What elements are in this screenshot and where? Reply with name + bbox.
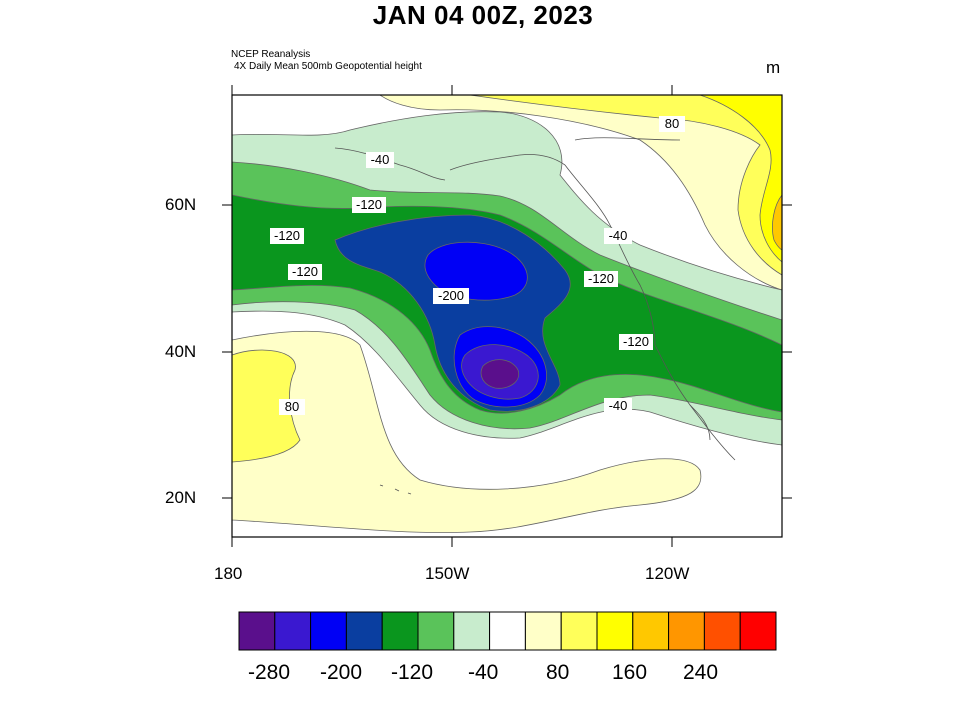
lat-label-40n: 40N bbox=[165, 342, 197, 361]
colorbar-tick-label: -280 bbox=[248, 661, 291, 684]
colorbar-cell bbox=[238, 611, 276, 651]
chart-title: JAN 04 00Z, 2023 bbox=[372, 0, 594, 30]
contour-label: -40 bbox=[371, 152, 390, 167]
contour-label: -120 bbox=[274, 228, 300, 243]
axis-ticks bbox=[222, 85, 792, 547]
variable-label: 4X Daily Mean 500mb Geopotential height bbox=[234, 61, 422, 72]
colorbar-tick-label: 240 bbox=[683, 661, 719, 684]
colorbar-cell bbox=[453, 611, 491, 651]
colorbar-cell bbox=[703, 611, 741, 651]
contour-label: 80 bbox=[285, 399, 299, 414]
negative-anomaly-200-north bbox=[424, 241, 528, 301]
contour-label-group: -40 -120 -120 -120 -200 -120 -40 -120 -4… bbox=[270, 116, 685, 415]
contour-label: -120 bbox=[588, 271, 614, 286]
lon-label-150w: 150W bbox=[425, 564, 470, 583]
lat-label-20n: 20N bbox=[165, 488, 197, 507]
contour-label: -40 bbox=[609, 228, 628, 243]
colorbar-cell bbox=[345, 611, 383, 651]
units-label: m bbox=[766, 58, 781, 77]
positive-anomaly-northeast bbox=[379, 95, 782, 291]
lat-label-60n: 60N bbox=[165, 195, 197, 214]
lon-label-180: 180 bbox=[214, 564, 243, 583]
contour-label: -120 bbox=[623, 334, 649, 349]
lon-label-120w: 120W bbox=[645, 564, 690, 583]
colorbar-cell bbox=[560, 611, 598, 651]
positive-anomaly-south bbox=[232, 330, 702, 533]
contour-label: -40 bbox=[609, 398, 628, 413]
map-fields bbox=[232, 95, 782, 537]
positive-anomaly-northeast-160 bbox=[699, 95, 782, 263]
contour-label: -200 bbox=[438, 288, 464, 303]
source-label: NCEP Reanalysis bbox=[231, 49, 311, 60]
colorbar-tick-label: 80 bbox=[546, 661, 570, 684]
colorbar-tick-label: -40 bbox=[468, 661, 499, 684]
colorbar-cell bbox=[739, 611, 777, 651]
colorbar-tick-label: -120 bbox=[391, 661, 434, 684]
colorbar-cell bbox=[524, 611, 562, 651]
contour-label: 80 bbox=[665, 116, 679, 131]
contour-label: -120 bbox=[292, 264, 318, 279]
colorbar-cell bbox=[381, 611, 419, 651]
colorbar-cell bbox=[489, 611, 526, 651]
colorbar-cell bbox=[417, 611, 455, 651]
map-frame bbox=[231, 94, 783, 538]
colorbar-cell bbox=[310, 611, 347, 651]
contour-label: -120 bbox=[356, 197, 382, 212]
negative-anomaly-280 bbox=[480, 359, 520, 389]
colorbar bbox=[238, 611, 777, 651]
coastlines bbox=[334, 137, 736, 495]
colorbar-tick-label: 160 bbox=[612, 661, 648, 684]
colorbar-cells bbox=[238, 611, 777, 651]
colorbar-cell bbox=[668, 611, 705, 651]
colorbar-cell bbox=[596, 611, 634, 651]
colorbar-tick-label: -200 bbox=[320, 661, 363, 684]
colorbar-cell bbox=[632, 611, 670, 651]
colorbar-cell bbox=[274, 611, 312, 651]
